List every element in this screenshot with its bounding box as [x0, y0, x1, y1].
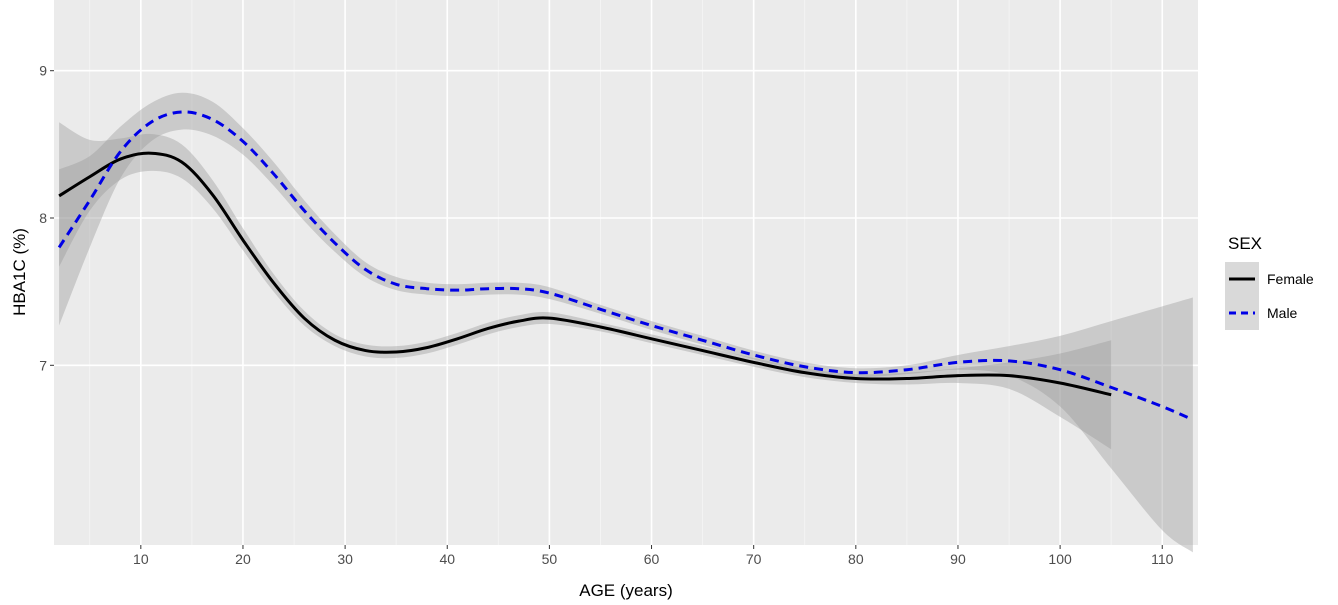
- y-tick-label: 8: [39, 210, 47, 226]
- line-male: [57, 110, 1194, 422]
- x-tick-label: 10: [133, 551, 149, 567]
- x-axis-title: AGE (years): [579, 581, 673, 600]
- x-tick-label: 30: [337, 551, 353, 567]
- legend-title: SEX: [1228, 234, 1262, 253]
- grid-minor: [89, 0, 1112, 545]
- x-tick-label: 50: [542, 551, 558, 567]
- x-tick-label: 70: [746, 551, 762, 567]
- y-axis-title: HBA1C (%): [10, 228, 29, 316]
- legend: SEX Female Male: [1225, 234, 1314, 330]
- x-tick-label: 80: [848, 551, 864, 567]
- x-tick-label: 60: [644, 551, 660, 567]
- grid-major: [54, 0, 1198, 545]
- x-axis-ticks: 10 20 30 40 50 60 70 80 90 100 110: [133, 545, 1174, 567]
- x-tick-label: 110: [1151, 551, 1174, 567]
- series-lines: [57, 110, 1194, 422]
- plot-panel: [54, 0, 1198, 545]
- y-axis-ticks: 7 8 9: [39, 63, 54, 373]
- legend-label-male: Male: [1267, 305, 1298, 321]
- line-female: [58, 151, 1112, 397]
- x-tick-label: 20: [235, 551, 251, 567]
- y-tick-label: 9: [39, 63, 47, 79]
- x-tick-label: 90: [950, 551, 966, 567]
- legend-label-female: Female: [1267, 271, 1314, 287]
- x-tick-label: 100: [1048, 551, 1072, 567]
- x-tick-label: 40: [439, 551, 455, 567]
- y-tick-label: 7: [39, 357, 47, 373]
